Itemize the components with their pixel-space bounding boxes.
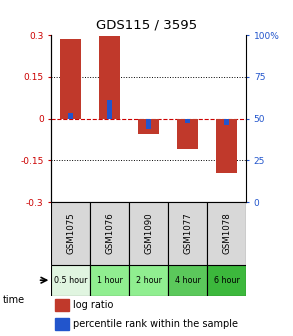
Bar — [107, 99, 113, 119]
Text: 0.5 hour: 0.5 hour — [54, 276, 88, 285]
Bar — [138, 119, 159, 134]
Bar — [60, 39, 81, 119]
Text: GSM1078: GSM1078 — [222, 213, 231, 254]
Bar — [224, 119, 229, 125]
Text: GSM1090: GSM1090 — [144, 213, 153, 254]
Bar — [51, 202, 90, 265]
Bar — [129, 265, 168, 296]
Text: 6 hour: 6 hour — [214, 276, 240, 285]
Text: percentile rank within the sample: percentile rank within the sample — [73, 319, 238, 329]
Bar — [177, 119, 198, 149]
Bar — [146, 119, 151, 129]
Bar — [168, 265, 207, 296]
Text: GSM1077: GSM1077 — [183, 213, 192, 254]
Text: GDS115 / 3595: GDS115 / 3595 — [96, 19, 197, 32]
Bar — [185, 119, 190, 123]
Text: 2 hour: 2 hour — [136, 276, 162, 285]
Bar — [99, 36, 120, 119]
Text: 1 hour: 1 hour — [97, 276, 123, 285]
Bar — [207, 265, 246, 296]
Text: GSM1076: GSM1076 — [105, 213, 114, 254]
Bar — [51, 265, 90, 296]
Bar — [207, 202, 246, 265]
Bar — [55, 299, 69, 311]
Text: 4 hour: 4 hour — [175, 276, 201, 285]
Bar — [68, 113, 74, 119]
Bar — [55, 318, 69, 330]
Text: GSM1075: GSM1075 — [66, 213, 75, 254]
Text: log ratio: log ratio — [73, 300, 113, 310]
Bar — [129, 202, 168, 265]
Bar — [216, 119, 237, 173]
Text: time: time — [3, 295, 25, 305]
Bar — [90, 202, 129, 265]
Bar — [90, 265, 129, 296]
Bar — [168, 202, 207, 265]
